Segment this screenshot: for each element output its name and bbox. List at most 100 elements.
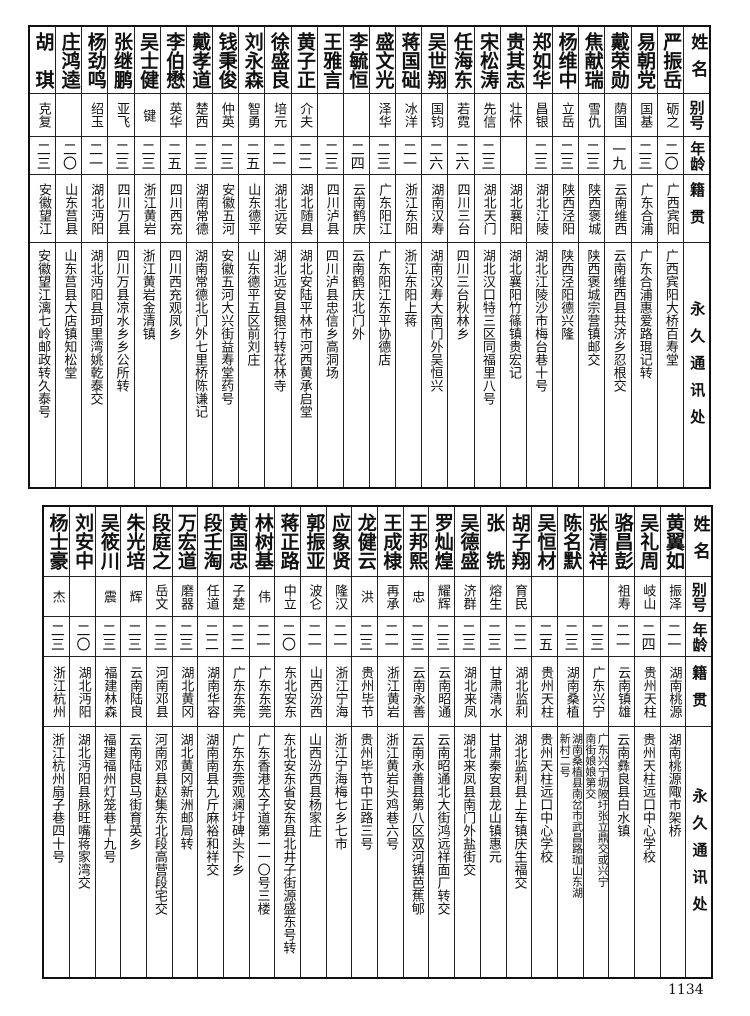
record-age-text: 二三 bbox=[636, 141, 653, 170]
record-hometown-text: 山东德平 bbox=[245, 182, 261, 235]
record-alias: 祖寿 bbox=[609, 577, 634, 617]
record-hometown: 陕西泾阳 bbox=[553, 175, 579, 243]
record-age-text: 二三 bbox=[177, 622, 194, 651]
record-age: 二三 bbox=[480, 617, 506, 657]
record-name: 宋松涛 bbox=[474, 27, 500, 94]
record-age: 二三 bbox=[557, 617, 583, 657]
record-age-text: 二一 bbox=[382, 622, 399, 651]
record-hometown-text: 四川三台 bbox=[454, 182, 470, 235]
record-name-text: 应象贤 bbox=[329, 513, 351, 570]
record-alias: 熔生 bbox=[480, 577, 506, 617]
record-alias: 键 bbox=[134, 94, 160, 137]
record-name: 蒋国础 bbox=[396, 27, 422, 94]
record-age-text: 二三 bbox=[217, 141, 234, 170]
record-alias-text: 岳文 bbox=[152, 583, 168, 610]
record-alias: 介夫 bbox=[291, 94, 317, 137]
record-hometown-text: 广东合浦 bbox=[637, 182, 653, 235]
record-address-text: 湖南常德北门外七里桥陈谦记 bbox=[192, 249, 208, 418]
record-name-text: 蒋正路 bbox=[277, 513, 300, 570]
record-hometown-text: 湖北天门 bbox=[480, 182, 496, 235]
record-hometown-text: 四川万县 bbox=[114, 182, 130, 235]
record-address-text: 四川泸县忠信乡高洞场 bbox=[322, 249, 338, 379]
person-record: 郑如华 昌银 二三 湖北江陵 湖北江陵沙市梅台巷十号 bbox=[525, 27, 553, 487]
record-hometown: 山东德平 bbox=[239, 175, 265, 243]
record-name: 黄翼如 bbox=[660, 507, 686, 577]
record-address: 贵州天柱远口中心学校 bbox=[532, 727, 557, 977]
record-age-text: 二三 bbox=[113, 141, 130, 170]
record-hometown-text: 广东兴宁 bbox=[589, 665, 605, 718]
record-age-text: 二三 bbox=[562, 622, 579, 651]
record-alias-text: 若霓 bbox=[454, 102, 470, 128]
record-hometown: 安徽望江 bbox=[29, 175, 56, 243]
record-hometown-text: 湖北襄阳 bbox=[506, 182, 522, 235]
record-alias: 伟 bbox=[249, 577, 275, 617]
record-hometown: 安徽五河 bbox=[213, 175, 239, 243]
record-address: 四川西充观凤乡 bbox=[161, 243, 186, 487]
record-hometown: 山西汾西 bbox=[301, 657, 326, 727]
person-record: 胡子翔 育民 二二 湖北监利 湖北监利县上车镇庆生福交 bbox=[505, 507, 532, 977]
person-record: 黄翼如 振泽 二一 湖南桃源 湖南桃源陬市架桥 bbox=[659, 507, 686, 977]
record-age-text: 二一 bbox=[613, 622, 630, 651]
person-record: 黄子正 介夫 二二 湖北随县 湖北安陆平林市河西黄承启堂 bbox=[290, 27, 317, 487]
record-name-text: 罗灿煌 bbox=[431, 513, 454, 570]
record-age: 二〇 bbox=[69, 617, 95, 657]
record-alias: 昌银 bbox=[526, 94, 553, 137]
record-alias-text: 先信 bbox=[480, 102, 496, 128]
record-age: 二三 bbox=[29, 137, 56, 175]
record-alias-text: 雪仇 bbox=[584, 102, 600, 128]
record-alias: 济群 bbox=[455, 577, 480, 617]
record-address-text: 浙江东阳上蒋 bbox=[401, 249, 417, 327]
record-name: 吴恒材 bbox=[532, 507, 557, 577]
person-record: 严振岳 砺之 二〇 广西宾阳 广西宾阳大桥百寿堂 bbox=[656, 27, 683, 487]
record-alias-text: 中立 bbox=[280, 583, 296, 610]
record-age-text: 二三 bbox=[485, 622, 502, 651]
record-alias: 忠 bbox=[403, 577, 429, 617]
header-alias: 别号 bbox=[683, 94, 709, 137]
record-hometown-text: 浙江黄岩 bbox=[140, 182, 156, 235]
record-age: 二三 bbox=[583, 617, 609, 657]
record-alias-text: 济群 bbox=[460, 583, 476, 610]
record-address-text: 陕西泾阳德兴隆 bbox=[558, 249, 574, 340]
header-alias-text: 别号 bbox=[689, 581, 708, 612]
record-age-text: 二二 bbox=[202, 622, 219, 651]
record-alias: 隆汉 bbox=[326, 577, 352, 617]
person-record: 刘永森 智勇 二五 山东德平 山东德平五区前刘庄 bbox=[238, 27, 265, 487]
record-alias-text: 键 bbox=[140, 108, 156, 122]
record-name: 段壬淘 bbox=[198, 507, 223, 577]
record-address: 云南鹤庆北门外 bbox=[344, 243, 369, 487]
record-alias-text: 忠 bbox=[409, 590, 425, 603]
record-name: 任海东 bbox=[448, 27, 474, 94]
record-age-text: 二六 bbox=[453, 141, 470, 170]
record-address-text: 山东德平五区前刘庄 bbox=[244, 249, 260, 366]
record-name: 庄鸿逵 bbox=[56, 27, 82, 94]
record-age: 二四 bbox=[343, 137, 369, 175]
record-address: 云南昭通北大街鸿远祥面厂转交 bbox=[429, 727, 454, 977]
record-name: 戴孝道 bbox=[186, 27, 213, 94]
record-address: 四川泸县忠信乡高洞场 bbox=[318, 243, 343, 487]
record-age-text: 二二 bbox=[511, 622, 528, 651]
record-age-text: 二〇 bbox=[61, 141, 78, 170]
record-alias-text: 再承 bbox=[383, 583, 399, 610]
person-record: 吴德盛 济群 二三 湖北来凤 湖北来凤县南门外盐街交 bbox=[454, 507, 480, 977]
record-address: 安徽五河大兴街益寿堂药号 bbox=[213, 243, 238, 487]
record-address-text: 贵州天柱远口中心学校 bbox=[639, 733, 655, 863]
record-name: 黄国忠 bbox=[223, 507, 249, 577]
record-hometown-text: 河南邓县 bbox=[152, 665, 168, 718]
record-address: 湖北远安县银行转花林寺 bbox=[265, 243, 290, 487]
record-alias: 荫国 bbox=[605, 94, 631, 137]
record-address-text: 福建福州灯笼巷十九号 bbox=[100, 733, 116, 863]
record-name: 张继鹏 bbox=[108, 27, 134, 94]
record-hometown-text: 浙江杭州 bbox=[49, 665, 65, 718]
record-hometown: 云南鹤庆 bbox=[343, 175, 369, 243]
record-age-text: 二三 bbox=[557, 141, 574, 170]
record-address-text: 安徽五河大兴街益寿堂药号 bbox=[218, 249, 234, 405]
record-name-text: 吴世翔 bbox=[424, 31, 447, 89]
record-age: 二一 bbox=[265, 137, 291, 175]
record-address-text: 四川万县凉水乡乡公所转 bbox=[113, 249, 129, 392]
record-hometown: 云南维西 bbox=[605, 175, 631, 243]
record-age-text: 二四 bbox=[639, 622, 656, 651]
record-name: 郭振亚 bbox=[301, 507, 326, 577]
record-alias: 国钧 bbox=[422, 94, 448, 137]
record-address-text: 山西汾西县杨家庄 bbox=[306, 733, 321, 837]
record-hometown: 广西宾阳 bbox=[657, 175, 683, 243]
